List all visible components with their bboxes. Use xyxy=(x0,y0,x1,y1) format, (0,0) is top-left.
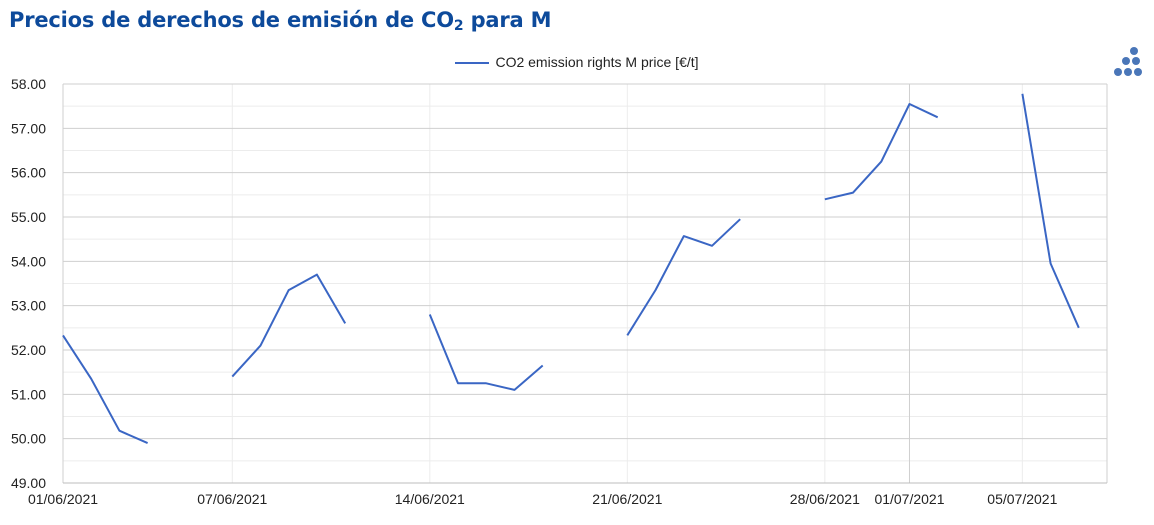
y-tick-label: 55.00 xyxy=(11,209,46,225)
y-tick-label: 52.00 xyxy=(11,342,46,358)
chart-legend[interactable]: CO2 emission rights M price [€/t] xyxy=(0,54,1154,70)
x-tick-label: 28/06/2021 xyxy=(790,491,860,507)
series-line-segment[interactable] xyxy=(231,273,347,378)
x-tick-label: 07/06/2021 xyxy=(197,491,267,507)
x-tick-label: 01/06/2021 xyxy=(28,491,98,507)
series-line-segment[interactable] xyxy=(62,334,149,445)
y-tick-label: 50.00 xyxy=(11,431,46,447)
series-line-segment[interactable] xyxy=(626,218,741,336)
y-tick-label: 56.00 xyxy=(11,165,46,181)
y-tick-label: 53.00 xyxy=(11,298,46,314)
legend-label: CO2 emission rights M price [€/t] xyxy=(495,54,699,70)
series-line-segment[interactable] xyxy=(824,103,939,201)
y-tick-label: 51.00 xyxy=(11,386,46,402)
y-tick-label: 54.00 xyxy=(11,253,46,269)
y-tick-label: 49.00 xyxy=(11,475,46,491)
y-tick-label: 58.00 xyxy=(11,76,46,92)
dots-logo-icon xyxy=(1114,47,1142,76)
series-line-segment[interactable] xyxy=(1021,93,1080,329)
chart-title-subscript: 2 xyxy=(453,18,464,34)
y-tick-label: 57.00 xyxy=(11,120,46,136)
x-tick-label: 14/06/2021 xyxy=(395,491,465,507)
series-line-segment[interactable] xyxy=(428,314,544,391)
chart-title: Precios de derechos de emisión de CO2 pa… xyxy=(9,8,552,34)
x-tick-label: 05/07/2021 xyxy=(987,491,1057,507)
legend-swatch xyxy=(455,62,490,65)
x-tick-label: 21/06/2021 xyxy=(592,491,662,507)
x-tick-label: 01/07/2021 xyxy=(874,491,944,507)
